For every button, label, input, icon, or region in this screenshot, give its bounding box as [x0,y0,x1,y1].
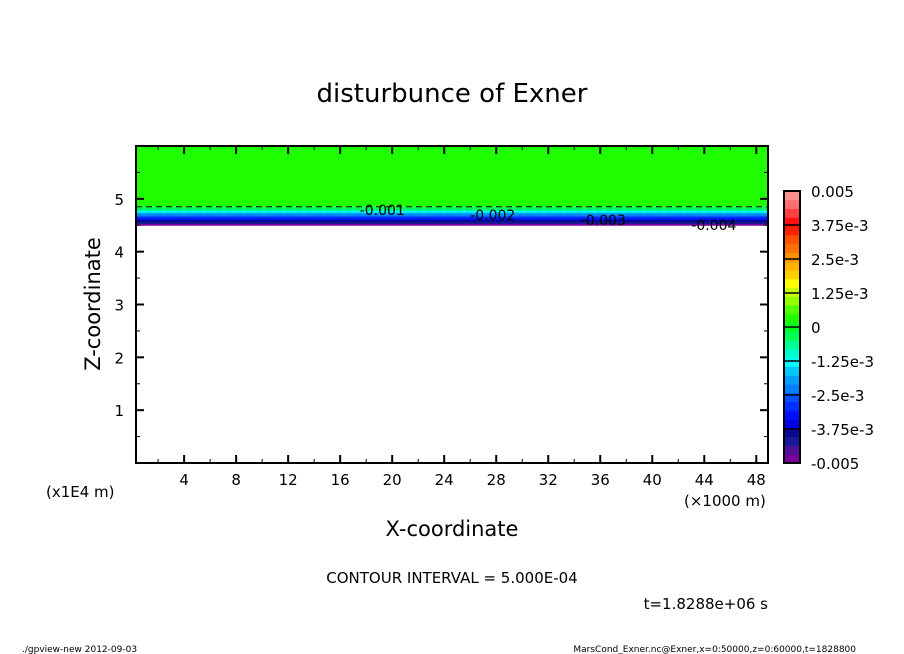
field-fill-band [136,217,768,221]
colorbar-swatch [784,296,800,306]
colorbar-swatch [784,454,800,464]
colorbar-swatch [784,366,800,376]
contour-label: -0.001 [360,203,405,219]
x-tick-label: 48 [747,471,766,489]
y-tick-label: 3 [114,297,124,315]
colorbar-swatch [784,243,800,253]
x-axis-label: X-coordinate [386,517,519,541]
field-fill-band [136,212,768,215]
footer-right: MarsCond_Exner.nc@Exner,x=0:50000,z=0:60… [573,645,856,654]
field-fill-band [136,210,768,213]
colorbar-label: -3.75e-3 [811,421,874,439]
colorbar-label: 2.5e-3 [811,251,859,269]
colorbar-swatch [784,375,800,385]
colorbar-swatch [784,331,800,341]
x-tick-label: 16 [331,471,350,489]
colorbar-label: -0.005 [811,455,859,473]
colorbar-swatch [784,278,800,289]
field-fill-band [136,216,768,219]
y-tick-label: 4 [114,244,124,262]
x-tick-label: 36 [591,471,610,489]
colorbar-label: 3.75e-3 [811,217,869,235]
y-axis-label: Z-coordinate [81,237,105,371]
colorbar-swatch [784,410,800,420]
colorbar-label: -2.5e-3 [811,387,864,405]
field-fill-band [136,223,768,226]
colorbar-swatch [784,340,800,350]
colorbar: 0.005 3.75e-3 2.5e-3 1.25e-3 0 -1.25e-3 -2.5e-… [783,183,874,473]
footer-left: ./gpview-new 2012-09-03 [22,645,137,654]
colorbar-swatch [784,191,800,201]
colorbar-label: 0 [811,319,821,337]
field-fill-band [136,219,768,223]
colorbar-swatch [784,261,800,271]
field-fill-band [136,221,768,224]
contour-label: -0.002 [470,208,515,224]
x-tick-label: 8 [231,471,241,489]
colorbar-swatch [784,208,800,218]
colorbar-swatch [784,305,800,315]
x-tick-label: 12 [279,471,298,489]
colorbar-swatch [784,252,800,262]
colorbar-swatch [784,401,800,411]
colorbar-swatch [784,348,800,359]
time-label: t=1.8288e+06 s [644,595,769,613]
x-tick-label: 4 [179,471,189,489]
colorbar-swatch [784,217,800,227]
x-tick-label: 32 [539,471,558,489]
contour-label: -0.003 [581,213,626,229]
colorbar-swatch [784,392,800,403]
colorbar-swatch [784,445,800,455]
colorbar-swatch [784,313,800,324]
colorbar-swatch [784,357,800,367]
y-unit: (x1E4 m) [46,483,115,501]
y-tick-label: 5 [114,191,124,209]
colorbar-swatch [784,199,800,210]
x-unit: (×1000 m) [684,492,766,510]
chart-title: disturbunce of Exner [317,79,588,109]
colorbar-label: -1.25e-3 [811,353,874,371]
contour-label: -0.004 [691,218,736,234]
field-fill-zero [136,146,768,207]
y-tick-label: 2 [114,349,124,367]
x-tick-label: 40 [643,471,662,489]
colorbar-swatch [784,436,800,446]
colorbar-frame [783,190,801,464]
colorbar-swatch [784,234,800,245]
colorbar-swatch [784,419,800,429]
colorbar-swatch [784,226,800,236]
field-fill-band [136,208,768,211]
colorbar-swatch [784,427,800,438]
x-tick-label: 44 [695,471,714,489]
colorbar-swatch [784,269,800,280]
x-tick-label: 24 [435,471,454,489]
colorbar-label: 0.005 [811,183,854,201]
colorbar-swatch [784,287,800,297]
contour-interval: CONTOUR INTERVAL = 5.000E-04 [326,569,577,587]
field-fill-band [136,206,768,210]
colorbar-swatch [784,384,800,394]
colorbar-label: 1.25e-3 [811,285,869,303]
x-tick-label: 28 [487,471,506,489]
x-tick-label: 20 [383,471,402,489]
field-fill-band [136,214,768,217]
y-tick-label: 1 [114,402,124,420]
